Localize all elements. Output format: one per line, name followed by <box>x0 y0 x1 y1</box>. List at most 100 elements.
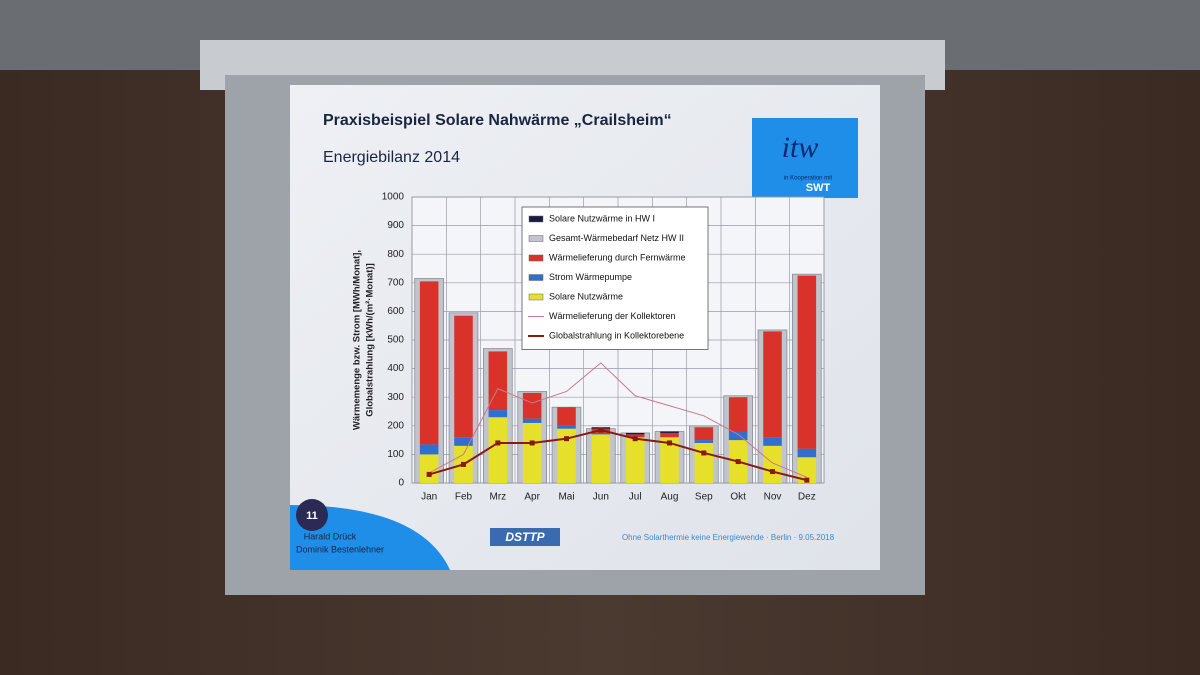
y-tick-label: 400 <box>387 363 404 374</box>
x-tick-label: Aug <box>661 492 679 503</box>
line <box>428 429 808 482</box>
bar-segment <box>797 448 817 458</box>
bar-segment <box>557 407 576 426</box>
x-tick-label: Jul <box>629 492 642 503</box>
x-tick-label: Mrz <box>489 492 506 503</box>
bar-segment <box>557 428 576 483</box>
y-tick-label: 1000 <box>382 192 405 203</box>
y-tick-label: 0 <box>398 478 404 489</box>
x-tick-label: Mai <box>558 492 574 503</box>
y-tick-label: 700 <box>387 277 404 288</box>
legend <box>521 206 709 350</box>
x-tick-label: Nov <box>764 492 782 503</box>
footer: Ohne Solarthermie keine Energiewende · B… <box>622 533 835 542</box>
y-tick-label: 200 <box>387 420 404 431</box>
bar-segment <box>419 281 439 445</box>
legend-label: Gesamt-Wärmebedarf Netz HW II <box>549 233 684 243</box>
legend-swatch <box>528 235 544 242</box>
x-tick-label: Jun <box>593 492 609 503</box>
bar-segment <box>660 437 679 483</box>
author: Dominik Bestenlehner <box>296 544 384 554</box>
line-marker <box>701 450 707 456</box>
legend-label: Solare Nutzwärme in HW I <box>549 213 655 223</box>
x-tick-label: Feb <box>455 492 473 503</box>
bar-segment <box>557 425 576 429</box>
logo-note: in Kooperation mit <box>784 176 833 182</box>
legend-label: Strom Wärmepumpe <box>549 272 632 282</box>
x-tick-label: Jan <box>421 492 437 503</box>
bar-segment <box>694 427 714 441</box>
bar-segment <box>591 432 611 435</box>
x-tick-label: Sep <box>695 492 713 503</box>
bar-segment <box>797 275 817 449</box>
legend-label: Globalstrahlung in Kollektorebene <box>549 330 684 340</box>
line-marker <box>564 436 569 442</box>
bar-segment <box>625 432 645 435</box>
legend-label: Wärmelieferung der Kollektoren <box>549 311 676 321</box>
bar-segment <box>763 331 782 438</box>
x-tick-label: Dez <box>798 492 816 503</box>
bar-segment <box>763 445 782 483</box>
bar-segment <box>660 431 679 433</box>
logo: itw <box>782 131 819 164</box>
bar-segment <box>419 454 439 483</box>
y-tick-label: 900 <box>387 220 404 231</box>
line-marker <box>735 459 741 465</box>
line <box>428 362 808 478</box>
bar-segment <box>728 431 748 441</box>
bar-segment <box>763 437 782 446</box>
bar-segment <box>522 392 542 419</box>
y-tick-label: 600 <box>387 306 404 317</box>
legend-label: Wärmelieferung durch Fernwärme <box>549 252 686 262</box>
y-axis-label: Wärmemenge bzw. Strom [MWh/Monat], <box>352 250 363 430</box>
line-marker <box>426 471 432 477</box>
slide-subtitle: Energiebilanz 2014 <box>323 149 460 166</box>
bar-segment <box>625 434 645 438</box>
corner-shape <box>290 505 450 570</box>
bar-segment <box>522 422 542 483</box>
chart: 0 100 200 300 400 500 600 700 800 900 1000 Jan Feb Mr… <box>352 192 825 503</box>
y-tick-label: 800 <box>387 249 404 260</box>
line-marker <box>598 427 604 433</box>
bar-segment <box>660 432 679 438</box>
x-tick-label: Okt <box>730 492 746 503</box>
line-marker <box>770 469 775 475</box>
bar-segment <box>488 410 508 418</box>
line-marker <box>632 436 638 442</box>
bar-segment <box>728 397 748 432</box>
bar-segment <box>625 437 645 483</box>
author: Harald Drück <box>304 531 357 541</box>
bar-segment <box>694 440 714 443</box>
line-marker <box>804 477 810 483</box>
line-marker <box>667 440 672 446</box>
y-axis-label: Globalstrahlung [kWh/(m²·Monat)] <box>365 263 376 417</box>
logo-box <box>752 118 858 198</box>
line-marker <box>461 461 466 467</box>
brand-box <box>490 528 560 546</box>
y-tick-label: 300 <box>387 392 404 403</box>
bar-segment <box>454 315 473 438</box>
bar-segment <box>591 434 611 483</box>
line-marker <box>495 440 501 446</box>
slide-title: Praxisbeispiel Solare Nahwärme „Crailshe… <box>323 112 672 129</box>
y-tick-label: 500 <box>387 335 404 346</box>
bar-segment <box>797 457 817 483</box>
x-tick-label: Apr <box>524 492 540 503</box>
line-marker <box>529 440 535 446</box>
bar-segment <box>419 444 439 455</box>
page-badge <box>296 499 328 531</box>
bar-segment <box>488 417 508 483</box>
legend-swatch <box>528 274 544 281</box>
legend-label: Solare Nutzwärme <box>549 291 623 301</box>
bar-segment <box>522 418 542 423</box>
bar-segment <box>694 442 714 483</box>
bar-segment <box>454 437 473 446</box>
brand: DSTTP <box>505 530 545 544</box>
page-number: 11 <box>306 510 318 522</box>
y-tick-label: 100 <box>387 449 404 460</box>
legend-swatch <box>528 254 544 262</box>
legend-swatch <box>528 293 544 301</box>
partner: SWT <box>806 182 831 194</box>
